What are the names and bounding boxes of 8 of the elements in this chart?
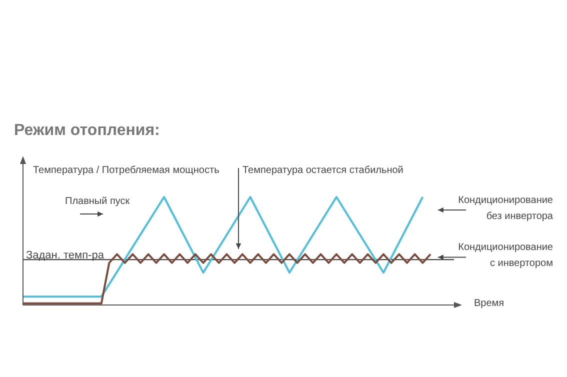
- text: Кондиционирование с инвертором: [458, 241, 553, 272]
- x-axis-title: Время: [474, 298, 504, 309]
- y-axis-title: Температура / Потребляемая мощность: [33, 165, 220, 176]
- text: Кондиционирование без инвертора: [458, 194, 553, 224]
- text: Температура остается стабильной: [242, 165, 404, 176]
- chart-title: Режим отопления:: [14, 122, 160, 140]
- annotation: Плавный пуск: [65, 196, 130, 207]
- ref-line-label: Задан. темп-ра: [26, 249, 105, 262]
